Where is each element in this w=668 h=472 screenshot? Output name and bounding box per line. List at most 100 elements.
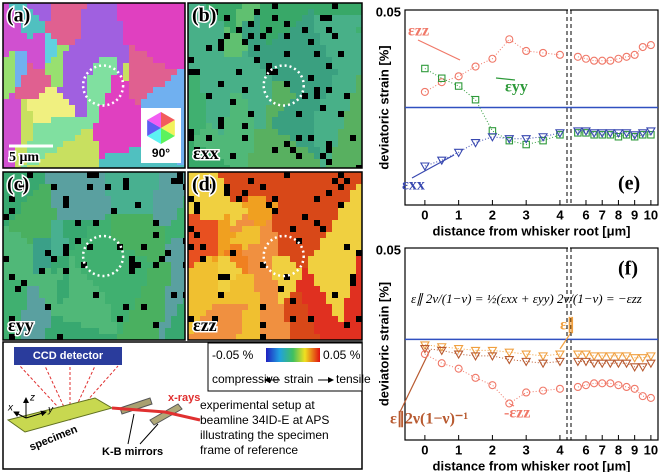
map-cell — [332, 256, 338, 262]
map-cell — [87, 220, 93, 226]
map-cell — [99, 238, 105, 244]
map-cell — [212, 226, 218, 232]
map-cell — [350, 93, 356, 99]
x-tick-label: 1 — [455, 442, 462, 457]
map-cell — [260, 184, 266, 190]
map-cell — [326, 33, 332, 39]
map-cell — [356, 328, 362, 334]
map-cell — [242, 190, 248, 196]
map-cell — [171, 178, 177, 184]
map-cell — [260, 202, 266, 208]
map-cell — [93, 310, 99, 316]
map-cell — [344, 105, 350, 111]
map-cell — [302, 292, 308, 298]
map-cell — [284, 202, 290, 208]
map-cell — [87, 280, 93, 286]
map-cell — [200, 244, 206, 250]
map-cell — [218, 69, 224, 75]
map-cell — [63, 159, 69, 165]
map-cell — [290, 328, 296, 334]
map-cell — [296, 304, 302, 310]
map-cell — [75, 15, 81, 21]
map-cell — [63, 81, 69, 87]
map-cell — [147, 328, 153, 334]
map-cell — [290, 93, 296, 99]
map-cell — [99, 3, 105, 9]
map-cell — [248, 256, 254, 262]
map-cell — [123, 274, 129, 280]
map-cell — [165, 33, 171, 39]
map-cell — [230, 21, 236, 27]
map-cell — [105, 190, 111, 196]
map-cell — [194, 51, 200, 57]
panel-label: (f) — [618, 258, 638, 280]
map-cell — [147, 202, 153, 208]
map-cell — [320, 238, 326, 244]
map-cell — [153, 328, 159, 334]
map-cell — [129, 75, 135, 81]
map-cell — [63, 153, 69, 159]
point — [421, 88, 428, 95]
map-cell — [284, 232, 290, 238]
map-cell — [200, 99, 206, 105]
map-cell — [326, 111, 332, 117]
map-cell — [105, 238, 111, 244]
map-cell — [129, 99, 135, 105]
map-cell — [111, 93, 117, 99]
map-cell — [57, 322, 63, 328]
map-cell — [87, 250, 93, 256]
map-cell — [242, 208, 248, 214]
map-cell — [93, 45, 99, 51]
map-cell — [212, 105, 218, 111]
map-cell — [63, 172, 69, 178]
colorbar-right: tensile — [336, 372, 371, 386]
map-cell — [308, 3, 314, 9]
map-cell — [3, 286, 9, 292]
map-cell — [81, 99, 87, 105]
map-cell — [153, 268, 159, 274]
map-cell — [278, 268, 284, 274]
map-cell — [308, 220, 314, 226]
map-cell — [188, 69, 194, 75]
map-cell — [129, 292, 135, 298]
map-cell — [344, 244, 350, 250]
map-cell — [278, 286, 284, 292]
map-cell — [129, 226, 135, 232]
map-cell — [344, 274, 350, 280]
map-cell — [105, 298, 111, 304]
map-cell — [57, 262, 63, 268]
map-cell — [147, 208, 153, 214]
map-cell — [105, 39, 111, 45]
map-cell — [224, 178, 230, 184]
map-cell — [320, 81, 326, 87]
map-cell — [194, 298, 200, 304]
map-cell — [21, 250, 27, 256]
map-cell — [93, 304, 99, 310]
map-cell — [45, 135, 51, 141]
map-cell — [3, 93, 9, 99]
map-cell — [236, 81, 242, 87]
map-cell — [218, 238, 224, 244]
map-cell — [326, 39, 332, 45]
map-cell — [9, 27, 15, 33]
map-cell — [159, 196, 165, 202]
map-cell — [290, 292, 296, 298]
map-cell — [236, 304, 242, 310]
map-cell — [63, 9, 69, 15]
map-cell — [230, 268, 236, 274]
map-cell — [344, 334, 350, 340]
map-cell — [159, 286, 165, 292]
map-cell — [9, 220, 15, 226]
map-cell — [326, 244, 332, 250]
map-cell — [290, 105, 296, 111]
map-cell — [200, 280, 206, 286]
map-cell — [356, 39, 362, 45]
map-cell — [200, 27, 206, 33]
map-cell — [230, 172, 236, 178]
map-cell — [159, 334, 165, 340]
map-cell — [230, 117, 236, 123]
map-cell — [87, 190, 93, 196]
map-cell — [129, 262, 135, 268]
point — [472, 374, 479, 381]
map-cell — [206, 292, 212, 298]
